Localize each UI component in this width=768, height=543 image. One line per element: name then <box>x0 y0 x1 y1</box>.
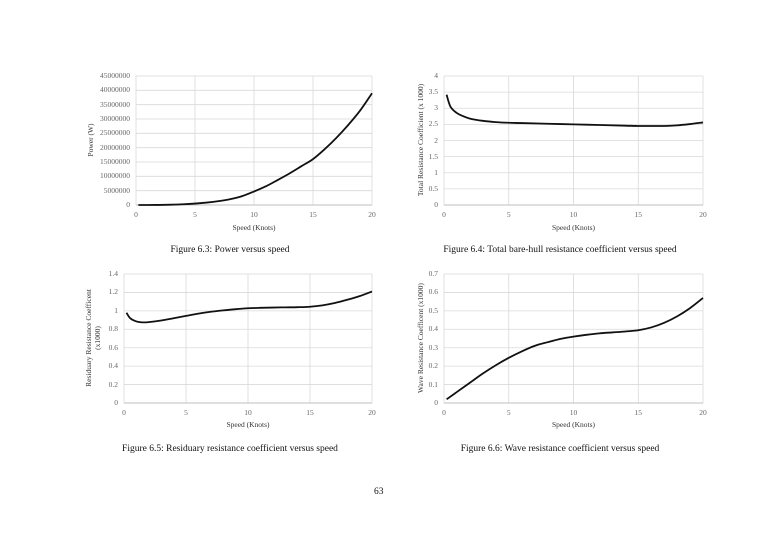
y-tick-label: 10000000 <box>100 171 130 181</box>
x-tick-label: 20 <box>368 408 376 417</box>
y-tick-label: 2.5 <box>428 119 438 129</box>
figure-caption: Figure 6.4: Total bare-hull resistance c… <box>443 245 677 255</box>
y-tick-label: 1 <box>114 305 118 315</box>
x-tick-label: 20 <box>699 408 707 417</box>
x-axis-label: Speed (Knots) <box>232 223 276 232</box>
y-tick-label: 20000000 <box>100 142 130 152</box>
y-tick-label: 0.6 <box>428 287 438 297</box>
y-tick-label: 0.1 <box>428 379 438 389</box>
y-tick-label: 0.6 <box>108 342 118 352</box>
series-line <box>125 290 373 324</box>
x-tick-label: 20 <box>368 210 376 219</box>
y-tick-label: 4 <box>434 71 438 80</box>
y-tick-label: 0 <box>434 200 438 209</box>
x-tick-label: 15 <box>634 210 643 219</box>
page-number: 63 <box>374 487 384 497</box>
y-tick-label: 40000000 <box>100 85 130 95</box>
x-tick-label: 5 <box>184 408 188 417</box>
y-tick-label: 35000000 <box>100 99 130 109</box>
y-tick-label: 0.5 <box>428 305 438 315</box>
x-tick-label: 0 <box>442 408 446 417</box>
x-axis-label: Speed (Knots) <box>551 223 596 232</box>
y-tick-label: 45000000 <box>100 71 130 80</box>
x-tick-label: 10 <box>569 210 578 219</box>
y-tick-label: 1 <box>434 167 438 177</box>
y-tick-label: 0.2 <box>108 379 118 389</box>
y-tick-label: 1.2 <box>108 287 118 297</box>
y-tick-label: 3.5 <box>428 87 438 97</box>
y-tick-label: 0 <box>126 200 130 209</box>
y-tick-label: 30000000 <box>100 114 130 123</box>
x-tick-label: 0 <box>134 210 138 219</box>
x-tick-label: 10 <box>244 408 252 417</box>
y-tick-label: 3 <box>434 103 438 113</box>
y-axis-label: Wave Resistance Coefficent (x1000) <box>416 283 425 393</box>
y-tick-label: 5000000 <box>103 185 130 195</box>
y-tick-label: 0.2 <box>428 361 438 371</box>
series-line <box>138 92 373 206</box>
y-tick-label: 0 <box>114 398 118 407</box>
y-tick-label: 0.3 <box>428 342 438 352</box>
series-line <box>445 94 704 127</box>
y-tick-label: 1.4 <box>108 269 118 278</box>
x-tick-label: 10 <box>569 408 578 417</box>
x-tick-label: 10 <box>250 210 258 219</box>
y-tick-label: 1.5 <box>428 151 438 161</box>
y-tick-label: 15000000 <box>100 157 130 166</box>
y-tick-label: 0 <box>434 398 438 407</box>
y-tick-label: 0.8 <box>108 324 118 334</box>
x-tick-label: 0 <box>442 210 446 219</box>
x-axis-label: Speed (Knots) <box>551 420 596 429</box>
y-tick-label: 0.4 <box>428 324 438 334</box>
y-tick-label: 25000000 <box>100 128 130 138</box>
figure-caption: Figure 6.3: Power versus speed <box>170 245 290 255</box>
x-tick-label: 15 <box>309 210 317 219</box>
y-tick-label: 0.7 <box>428 269 438 278</box>
y-tick-label: 0.4 <box>108 361 118 371</box>
y-tick-label: 0.5 <box>428 183 438 193</box>
x-tick-label: 20 <box>699 210 707 219</box>
figure-caption: Figure 6.6: Wave resistance coefficient … <box>460 444 660 454</box>
series-line <box>446 297 704 401</box>
figure-caption: Figure 6.5: Residuary resistance coeffic… <box>122 444 338 454</box>
y-tick-label: 2 <box>434 135 438 145</box>
x-tick-label: 0 <box>122 408 126 417</box>
x-tick-label: 5 <box>506 408 511 417</box>
x-axis-label: Speed (Knots) <box>226 420 270 429</box>
x-tick-label: 5 <box>193 210 197 219</box>
x-tick-label: 15 <box>306 408 314 417</box>
x-tick-label: 15 <box>634 408 643 417</box>
x-tick-label: 5 <box>506 210 511 219</box>
